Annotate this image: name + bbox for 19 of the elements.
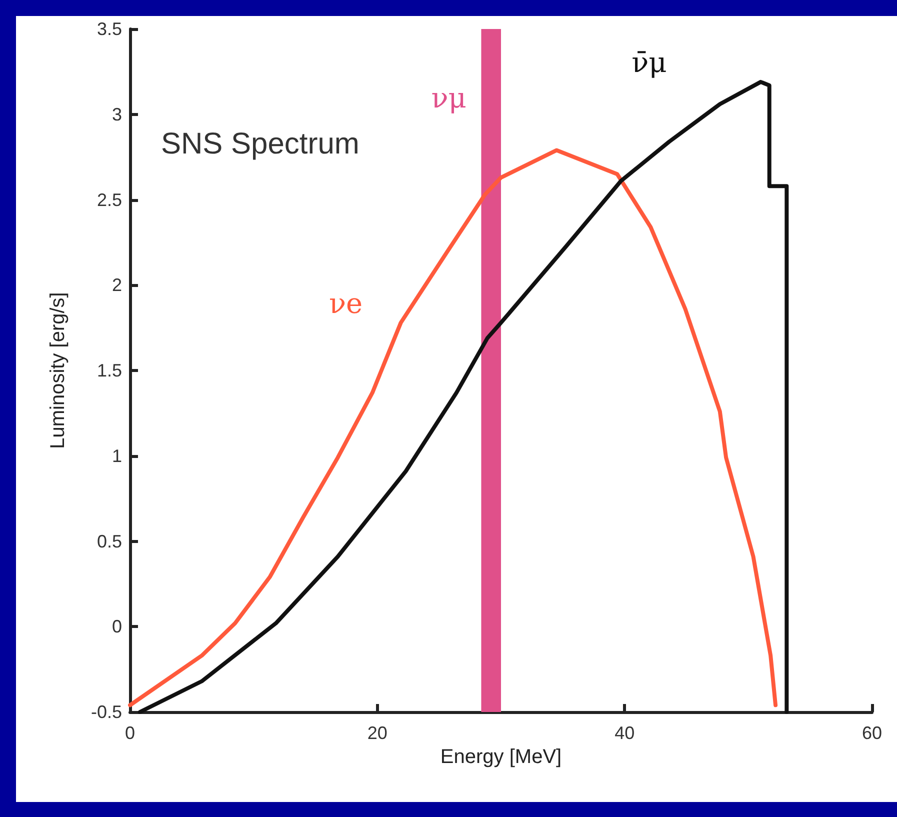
y-tick-label: 2.5 — [96, 190, 122, 210]
y-tick-label: 0.5 — [96, 531, 122, 552]
x-tick-label: 40 — [614, 723, 635, 743]
x-tick-label: 20 — [367, 723, 388, 743]
y-tick-label: 0 — [112, 616, 122, 637]
x-tick-label: 60 — [862, 723, 882, 743]
y-tick-label: 1.5 — [96, 360, 122, 380]
text: SNS Spectrum — [161, 128, 360, 160]
y-axis-title: Luminosity [erg/s] — [47, 292, 69, 449]
series-label: νe — [329, 287, 363, 320]
y-tick-label: -0.5 — [90, 702, 122, 722]
y-tick-label: 2 — [112, 275, 122, 296]
y-tick-label: 1 — [112, 446, 122, 466]
x-axis-title: Energy [MeV] — [440, 746, 562, 768]
band-label: νμ — [431, 82, 466, 114]
y-tick-label: 3.5 — [96, 19, 122, 39]
x-tick-label: 0 — [124, 723, 136, 743]
y-tick-label: 3 — [112, 104, 122, 124]
series-label: ν̄μ — [632, 46, 667, 80]
